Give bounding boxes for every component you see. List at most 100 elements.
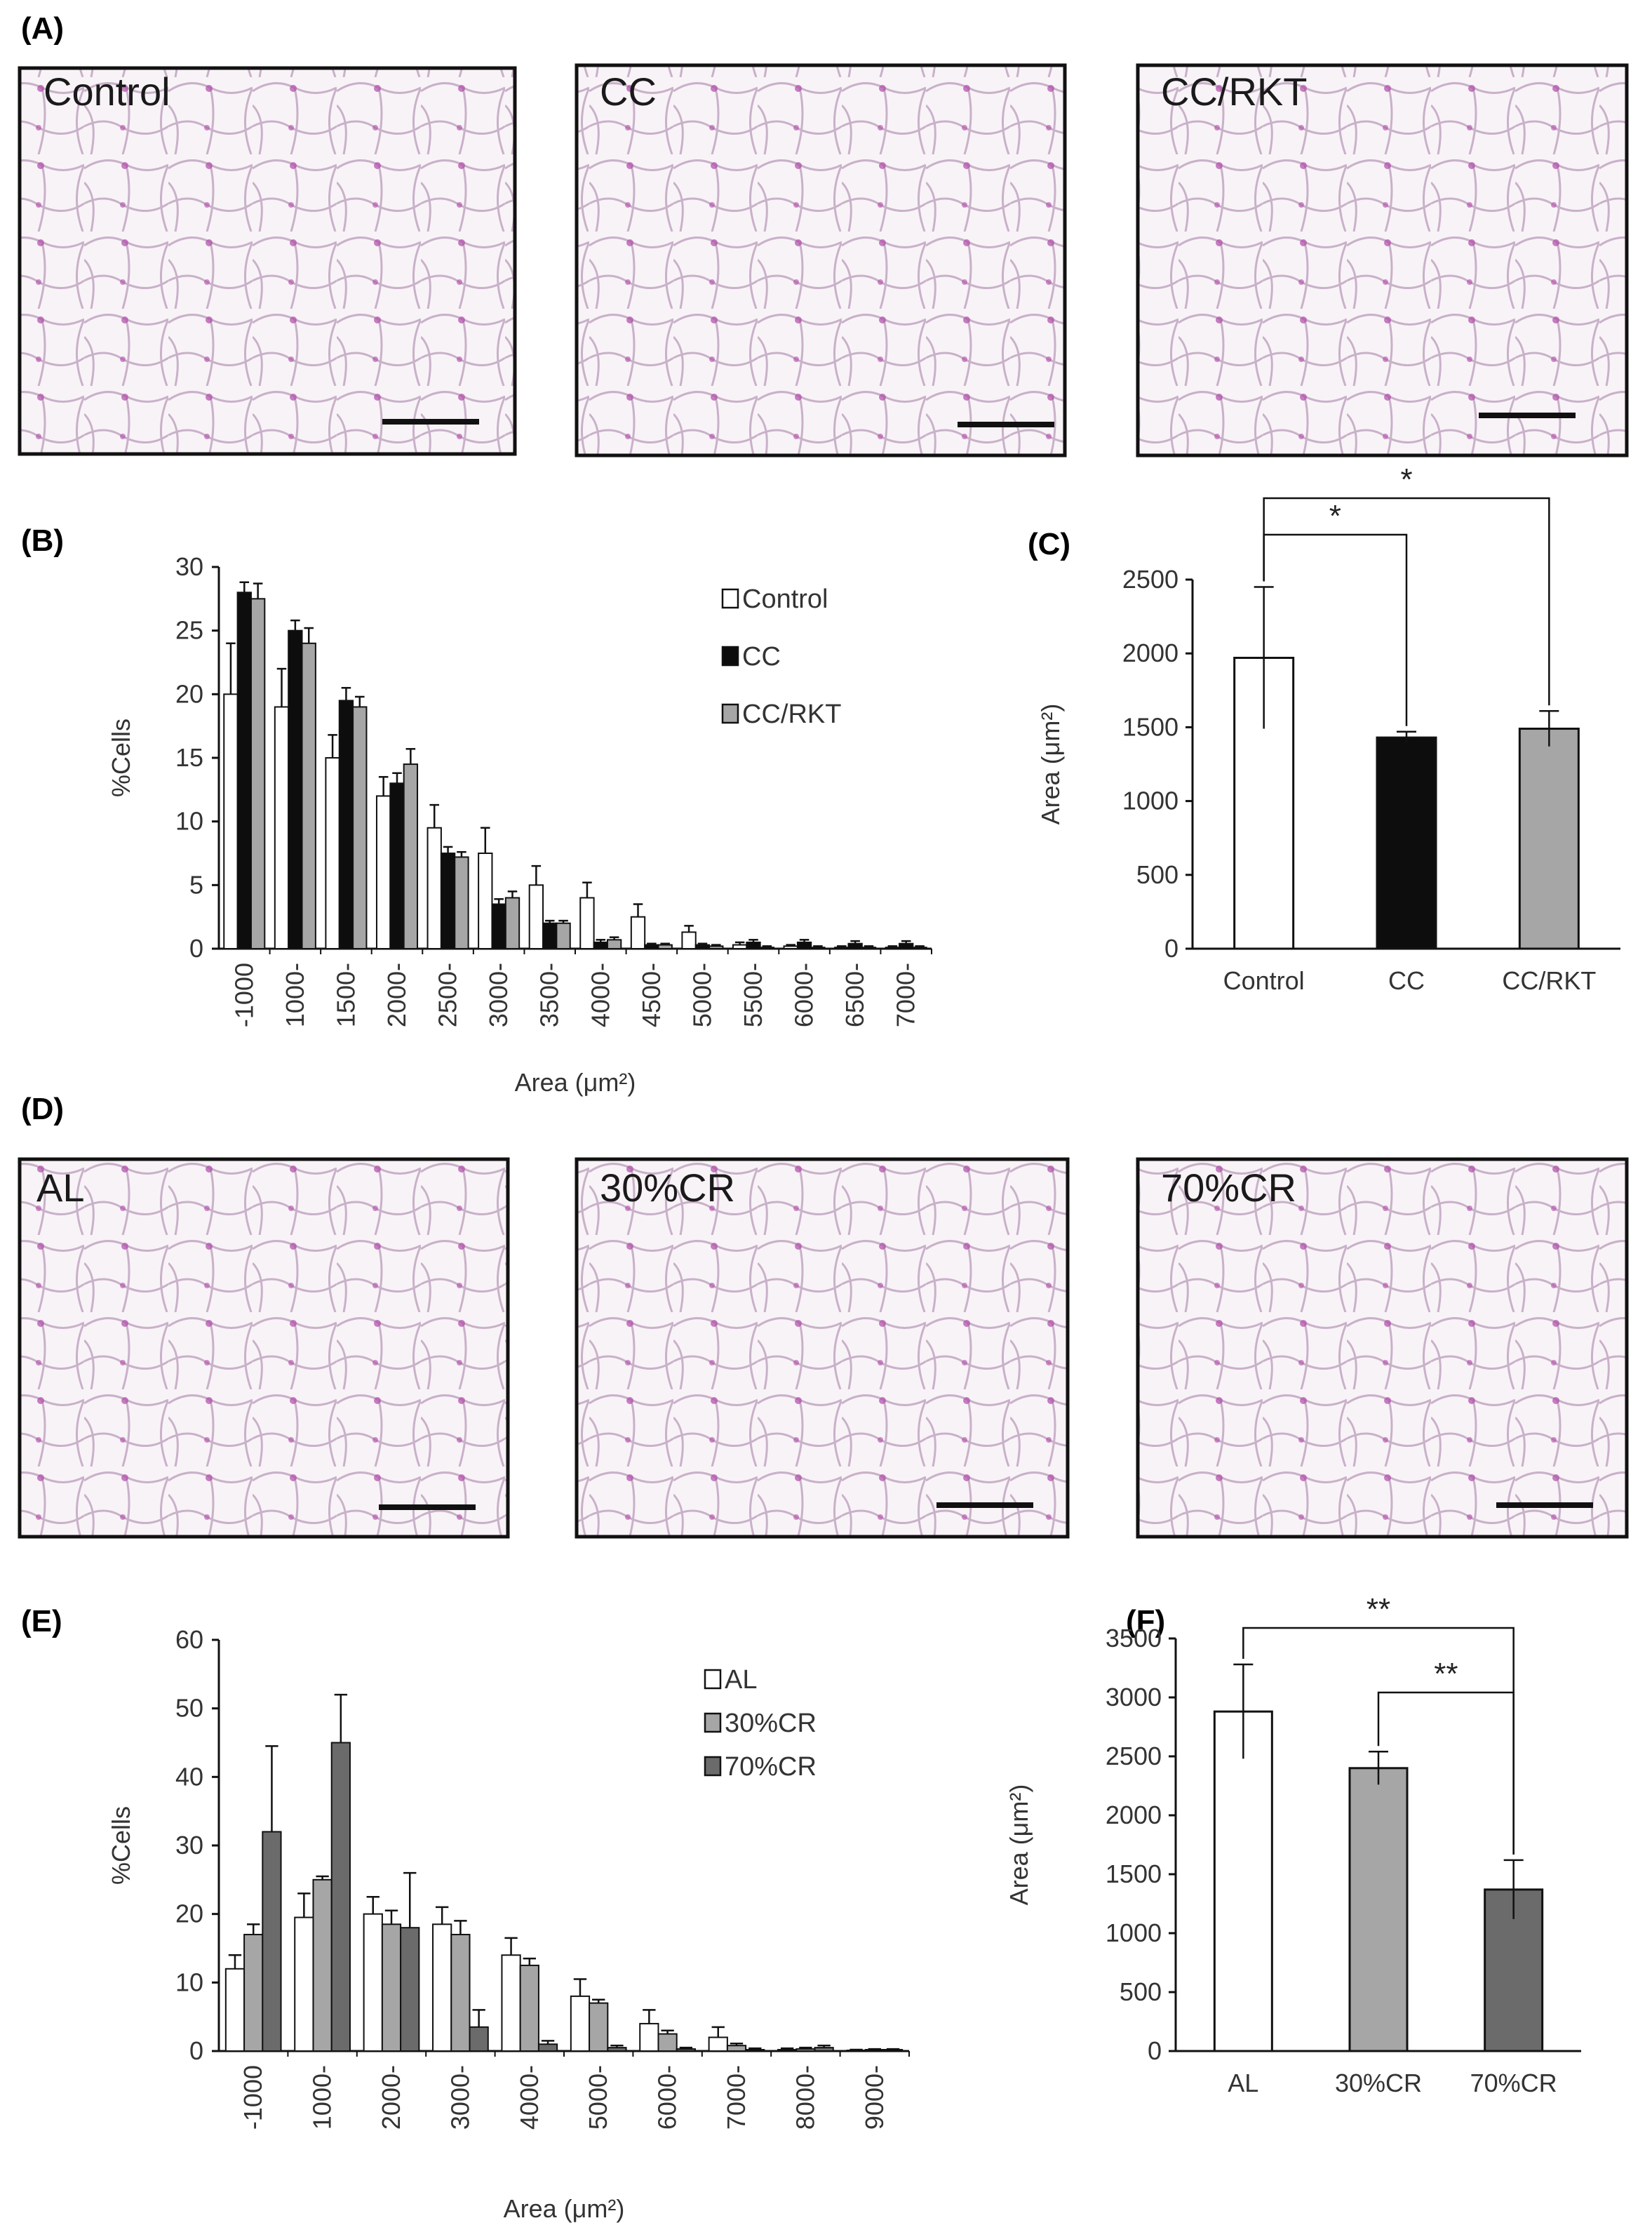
bar: [814, 2047, 834, 2052]
chart-f-mean-area: 0 500 1000 1500 2000 2500 3000 3500 Area (μm²) AL…: [1005, 1592, 1581, 2097]
y-tick-label: 500: [1120, 1977, 1162, 2006]
bar: [864, 2049, 885, 2052]
bar: [381, 1923, 402, 2052]
x-tick-label: CC/RKT: [1502, 966, 1596, 995]
bar: [432, 1923, 452, 2052]
panel-label-c: (C): [1028, 527, 1070, 561]
y-axis-label: %Cells: [107, 1806, 135, 1885]
panel-label-b: (B): [21, 523, 64, 558]
bar: [834, 947, 849, 949]
micrograph-al: AL: [18, 1157, 510, 1539]
y-axis-label: Area (μm²): [1005, 1784, 1033, 1906]
bar: [330, 1742, 351, 2052]
bar: [657, 2033, 678, 2052]
y-tick-label: 20: [175, 679, 203, 708]
micrograph-label: AL: [36, 1166, 85, 1210]
micrograph-label: 70%CR: [1161, 1166, 1296, 1210]
bar: [243, 1933, 264, 2052]
bar: [519, 1964, 539, 2052]
x-tick-label: 1000-: [308, 2065, 337, 2130]
bar: [274, 706, 290, 949]
legend-swatch: [721, 588, 739, 609]
bar: [694, 944, 711, 950]
legend-swatch: [704, 1712, 722, 1733]
bar: [644, 944, 659, 950]
y-tick-label: 30: [175, 552, 203, 581]
bar: [847, 942, 863, 950]
bar: [783, 945, 798, 949]
x-tick-label: 8000-: [791, 2065, 819, 2130]
legend-swatch: [721, 646, 739, 667]
y-tick-label: 1500: [1106, 1859, 1162, 1888]
y-tick-label: 3000: [1106, 1683, 1162, 1711]
bar: [537, 2043, 558, 2052]
bar: [224, 1968, 246, 2052]
bar: [1348, 1767, 1409, 2052]
y-axis-label: %Cells: [107, 719, 135, 797]
x-tick-label: 7000-: [722, 2065, 751, 2130]
significance-bracket: [1377, 1691, 1515, 1855]
bar: [491, 903, 506, 949]
y-tick-label: 40: [175, 1762, 203, 1791]
bar: [579, 897, 595, 950]
bar: [501, 1954, 521, 2052]
bar: [556, 922, 571, 949]
significance-label: *: [1400, 462, 1412, 497]
y-tick-label: 25: [175, 616, 203, 645]
legend-label: AL: [725, 1665, 757, 1695]
panel-label-d: (D): [21, 1092, 64, 1126]
x-tick-label: 3000-: [484, 963, 513, 1027]
x-tick-label: 4000-: [586, 963, 615, 1027]
legend-label: 30%CR: [725, 1709, 817, 1738]
significance-label: **: [1366, 1592, 1390, 1627]
y-tick-label: 20: [175, 1899, 203, 1928]
bar: [882, 2049, 904, 2052]
y-tick-label: 2500: [1122, 565, 1178, 594]
bar: [676, 2048, 696, 2052]
bar: [528, 884, 544, 950]
bar: [301, 642, 316, 949]
bar: [1376, 736, 1437, 950]
bar: [899, 942, 914, 950]
legend-label: 70%CR: [725, 1752, 817, 1782]
bar: [709, 945, 724, 949]
x-tick-label: 5000-: [584, 2065, 612, 2130]
bar: [795, 2048, 816, 2052]
micrograph-cc: CC: [575, 63, 1067, 458]
y-tick-label: 0: [1148, 2036, 1162, 2065]
bar: [288, 629, 303, 950]
legend-swatch: [704, 1669, 722, 1690]
x-tick-label: 2500-: [434, 963, 462, 1027]
panel-label-a: (A): [21, 11, 64, 46]
bar: [732, 944, 748, 950]
bar: [570, 1995, 591, 2052]
bar: [861, 947, 877, 949]
x-tick-label: 1500-: [331, 963, 360, 1027]
legend-label: CC: [742, 642, 781, 672]
bar: [375, 795, 391, 950]
x-tick-label: Control: [1223, 966, 1305, 995]
bar: [593, 941, 608, 950]
bar: [294, 1916, 314, 2052]
bar: [745, 2049, 765, 2052]
bar: [639, 2022, 659, 2052]
bar: [1213, 1710, 1273, 2052]
panel-label-f: (F): [1126, 1604, 1165, 1638]
bar: [726, 2045, 747, 2052]
bar: [312, 1878, 333, 2052]
x-tick-label: 3000-: [445, 2065, 474, 2130]
x-tick-label: 4500-: [637, 963, 666, 1027]
bar: [504, 897, 521, 950]
chart-c-mean-area: 0 500 1000 1500 2000 2500 Area (μm²) Control CC C…: [1036, 462, 1620, 995]
x-tick-label: CC: [1388, 966, 1425, 995]
bar: [363, 1913, 383, 2052]
legend-swatch: [704, 1756, 722, 1777]
bar: [885, 947, 901, 949]
y-tick-label: 15: [175, 743, 203, 772]
y-axis-label: Area (μm²): [1036, 704, 1065, 825]
y-tick-label: 0: [189, 2036, 203, 2065]
y-tick-label: 1500: [1122, 712, 1178, 741]
panel-label-e: (E): [21, 1604, 62, 1638]
y-tick-label: 50: [175, 1694, 203, 1723]
